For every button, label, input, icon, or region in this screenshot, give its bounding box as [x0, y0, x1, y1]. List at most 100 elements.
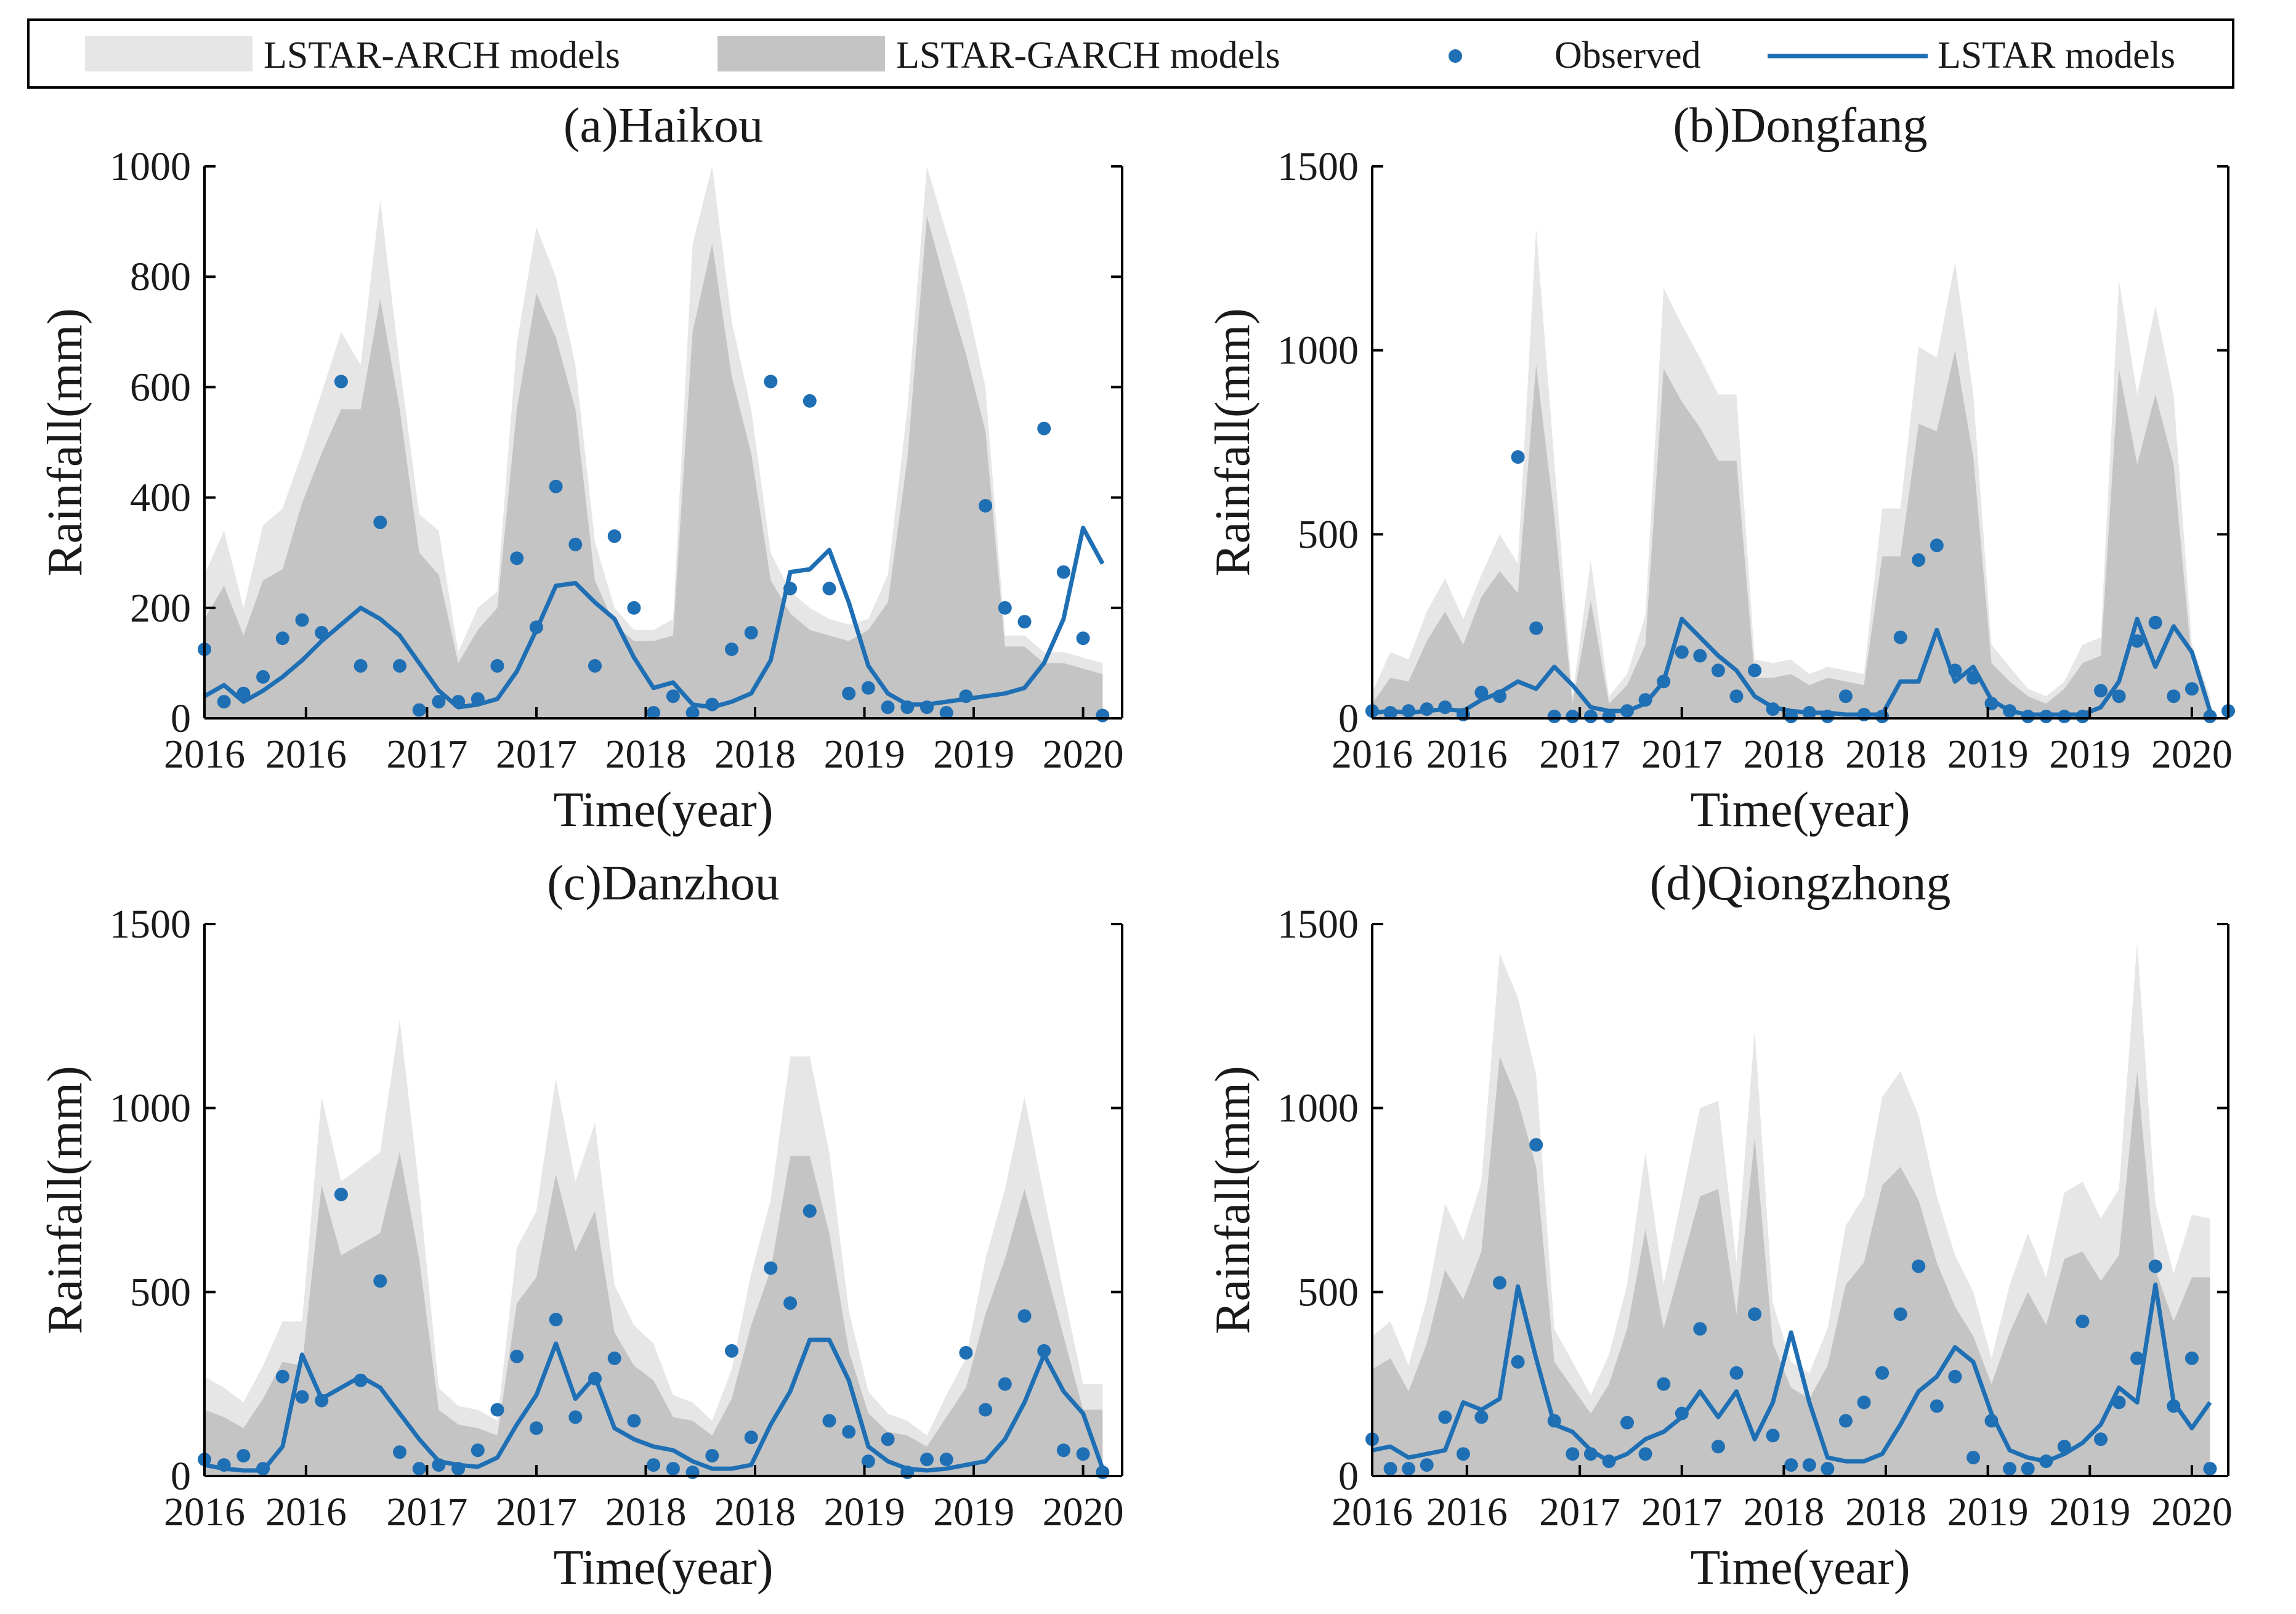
- x-tick-label: 2016: [1426, 1490, 1508, 1535]
- observed-point: [2185, 1351, 2199, 1365]
- observed-point: [627, 1414, 641, 1428]
- x-axis-title: Time(year): [1691, 783, 1910, 837]
- observed-point: [2203, 710, 2217, 723]
- observed-point: [2076, 710, 2090, 723]
- observed-point: [1711, 1440, 1725, 1454]
- garch-band-danzhou: [204, 1152, 1103, 1476]
- observed-point: [588, 659, 602, 673]
- observed-point: [490, 659, 504, 673]
- observed-point: [549, 1313, 563, 1327]
- legend-box: [27, 18, 2234, 89]
- x-tick-label: 2016: [1332, 732, 1413, 777]
- observed-point: [1838, 689, 1853, 704]
- observed-point: [764, 1261, 778, 1275]
- observed-point: [783, 1296, 798, 1310]
- x-tick-label: 2019: [1947, 1490, 2029, 1535]
- observed-point: [1784, 710, 1798, 723]
- observed-point: [979, 1403, 993, 1417]
- observed-point: [1602, 710, 1616, 723]
- observed-point: [1438, 700, 1452, 715]
- observed-point: [2094, 1432, 2108, 1446]
- observed-point: [1857, 1395, 1871, 1409]
- observed-point: [861, 681, 875, 695]
- y-axis-title: Rainfall(mm): [1206, 1066, 1260, 1334]
- observed-point: [1729, 689, 1744, 704]
- observed-point: [783, 582, 798, 596]
- observed-point: [1984, 697, 1999, 711]
- observed-point: [647, 1458, 661, 1472]
- observed-point: [998, 601, 1012, 615]
- observed-point: [1547, 710, 1561, 723]
- observed-point: [881, 1432, 895, 1446]
- observed-point: [900, 700, 915, 715]
- observed-point: [529, 620, 543, 635]
- x-tick-label: 2018: [714, 732, 796, 777]
- observed-point: [959, 1345, 973, 1360]
- observed-point: [2057, 710, 2071, 723]
- x-tick-label: 2019: [824, 1490, 905, 1535]
- observed-point: [1893, 630, 1907, 644]
- observed-point: [1930, 538, 1944, 553]
- x-tick-label: 2019: [1947, 732, 2029, 777]
- observed-point: [1693, 649, 1707, 663]
- observed-point: [1566, 1447, 1580, 1461]
- observed-point: [666, 1462, 680, 1476]
- observed-point: [1056, 565, 1070, 579]
- observed-point: [939, 706, 953, 720]
- observed-point: [822, 582, 836, 596]
- legend-label-arch: LSTAR-ARCH models: [264, 34, 620, 76]
- observed-point: [256, 1462, 270, 1476]
- observed-point: [1493, 1276, 1506, 1290]
- x-tick-label: 2016: [1332, 1490, 1413, 1535]
- x-tick-label: 2020: [1043, 1490, 1124, 1535]
- y-axis-title: Rainfall(mm): [38, 1066, 92, 1334]
- observed-point: [842, 686, 856, 700]
- x-tick-label: 2016: [265, 732, 347, 777]
- observed-point: [236, 1449, 251, 1463]
- observed-point: [1948, 1369, 1962, 1384]
- observed-point: [510, 551, 524, 566]
- x-axis-title: Time(year): [554, 783, 774, 837]
- observed-point: [393, 1445, 406, 1459]
- y-tick-label: 1000: [1277, 328, 1359, 373]
- observed-point: [1017, 615, 1032, 629]
- observed-point: [1821, 1462, 1835, 1476]
- y-tick-label: 200: [130, 586, 191, 631]
- observed-point: [920, 700, 934, 715]
- legend-label-garch: LSTAR-GARCH models: [896, 34, 1280, 76]
- observed-point: [1930, 1399, 1944, 1413]
- observed-point: [1037, 1344, 1051, 1358]
- legend-swatch-arch: [85, 36, 253, 71]
- observed-point: [1675, 1406, 1689, 1421]
- y-tick-label: 1500: [1277, 902, 1359, 947]
- observed-point: [1638, 1447, 1652, 1461]
- observed-point: [764, 375, 778, 389]
- observed-point: [1875, 1366, 1890, 1380]
- y-tick-label: 1000: [110, 144, 191, 189]
- observed-point: [236, 686, 251, 700]
- observed-point: [217, 1458, 231, 1472]
- x-tick-label: 2016: [265, 1490, 347, 1535]
- y-axis-title: Rainfall(mm): [38, 308, 92, 576]
- y-tick-label: 0: [1338, 696, 1359, 741]
- observed-point: [1967, 1451, 1980, 1465]
- observed-point: [1748, 663, 1762, 678]
- observed-point: [1711, 663, 1725, 678]
- observed-point: [1076, 1447, 1090, 1461]
- x-tick-label: 2018: [714, 1490, 796, 1535]
- observed-point: [1948, 663, 1962, 678]
- observed-point: [822, 1414, 836, 1428]
- observed-point: [2112, 1395, 2126, 1409]
- observed-point: [490, 1403, 504, 1417]
- x-tick-label: 2016: [164, 732, 245, 777]
- observed-point: [939, 1453, 953, 1467]
- observed-point: [1748, 1307, 1762, 1321]
- observed-point: [607, 529, 621, 543]
- observed-point: [1583, 1447, 1598, 1461]
- x-tick-label: 2017: [496, 732, 577, 777]
- y-tick-label: 0: [1338, 1454, 1359, 1499]
- observed-point: [979, 499, 993, 513]
- arch-band-qiongzhong: [1372, 942, 2210, 1476]
- x-tick-label: 2020: [1043, 732, 1124, 777]
- observed-point: [1456, 1447, 1470, 1461]
